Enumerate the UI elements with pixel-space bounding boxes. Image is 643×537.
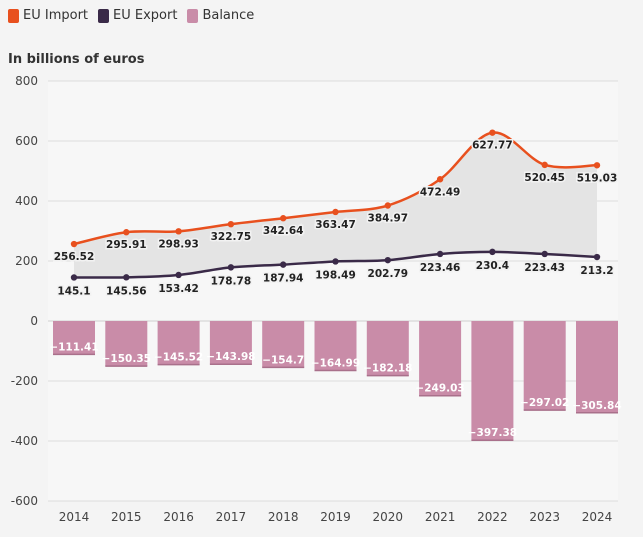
legend-item-import[interactable]: EU Import [8,8,88,23]
export-point [227,264,235,271]
x-tick-label: 2020 [373,510,404,524]
balance-data-label: −164.99 [311,357,360,369]
import-point [332,208,339,216]
balance-bar [523,321,566,411]
balance-bar [419,321,462,396]
import-point [541,161,548,169]
import-data-label: 342.64 [263,225,304,237]
export-point [541,250,548,258]
import-data-label: 519.03 [577,172,618,184]
import-data-label: 384.97 [368,213,409,225]
y-tick-label: 200 [15,254,38,268]
export-point [384,256,391,264]
import-point [227,220,235,228]
balance-bar [105,321,148,367]
x-tick-label: 2024 [582,510,613,524]
export-data-label: 145.1 [57,285,90,297]
balance-data-label: −305.84 [572,400,621,412]
import-data-label: 298.93 [158,238,199,250]
balance-data-label: −143.98 [206,351,255,363]
export-data-label: 213.2 [580,265,613,277]
balance-data-label: −297.02 [520,397,569,409]
export-data-label: 145.56 [106,285,147,297]
import-point [489,129,496,136]
export-data-label: 198.49 [315,269,356,281]
import-data-label: 627.77 [472,140,513,152]
export-data-label: 223.46 [420,262,461,274]
x-tick-label: 2018 [268,510,299,524]
balance-data-label: −154.7 [262,354,304,366]
import-point [123,229,130,236]
export-point [489,248,496,256]
legend-label-import: EU Import [23,8,89,23]
x-tick-label: 2019 [320,510,351,524]
export-point [175,271,182,279]
import-data-label: 322.75 [211,231,252,243]
balance-data-label: −111.41 [49,341,98,353]
export-data-label: 153.42 [158,283,199,295]
export-data-label: 178.78 [211,275,252,287]
import-data-label: 295.91 [106,239,147,251]
legend-item-balance[interactable]: Balance [187,8,254,23]
import-point [593,162,601,169]
export-data-label: 202.79 [368,268,409,280]
balance-bar [366,321,409,376]
x-tick-label: 2017 [216,510,247,524]
import-point [384,202,391,209]
export-point [280,261,287,268]
import-point [70,240,78,248]
balance-bar [262,321,305,368]
unit-label: In billions of euros [8,52,145,67]
gap-area [74,132,597,278]
export-point [593,253,601,261]
balance-bar [53,321,95,355]
balance-bar [209,321,252,365]
balance-data-label: −182.18 [363,363,412,375]
x-tick-label: 2022 [477,510,508,524]
balance-bar [314,321,357,371]
balance-bar [576,321,618,413]
import-data-label: 256.52 [54,251,95,263]
legend: EU Import EU Export Balance [8,8,254,23]
import-point [280,215,287,222]
y-tick-label: 0 [30,314,38,328]
y-tick-label: -600 [11,494,38,508]
balance-data-label: −150.35 [102,353,151,365]
y-tick-label: 400 [15,194,38,208]
y-tick-label: 600 [15,134,38,148]
x-tick-label: 2023 [529,510,560,524]
legend-swatch-balance [187,8,199,23]
balance-data-label: −249.03 [415,383,464,395]
y-tick-label: -200 [11,374,38,388]
legend-label-export: EU Export [113,8,178,23]
export-point [70,274,78,281]
export-data-label: 187.94 [263,273,304,285]
import-point [436,176,444,183]
balance-data-label: −397.38 [468,427,517,439]
balance-bar [471,321,514,441]
export-data-label: 223.43 [524,262,565,274]
legend-item-export[interactable]: EU Export [98,8,177,23]
legend-swatch-import [8,8,19,23]
x-tick-label: 2014 [59,510,90,524]
export-point [123,274,130,281]
x-tick-label: 2016 [163,510,194,524]
import-data-label: 472.49 [420,186,461,198]
export-data-label: 230.4 [476,260,509,272]
x-tick-label: 2015 [111,510,142,524]
y-tick-label: 800 [15,74,38,88]
legend-label-balance: Balance [202,8,255,23]
legend-swatch-export [98,8,110,23]
balance-data-label: −145.52 [154,352,203,364]
export-point [332,258,339,265]
import-data-label: 520.45 [524,172,565,184]
import-point [175,228,182,235]
import-data-label: 363.47 [315,219,356,231]
x-tick-label: 2021 [425,510,456,524]
y-tick-label: -400 [11,434,38,448]
balance-bar [157,321,200,365]
export-point [436,250,444,258]
